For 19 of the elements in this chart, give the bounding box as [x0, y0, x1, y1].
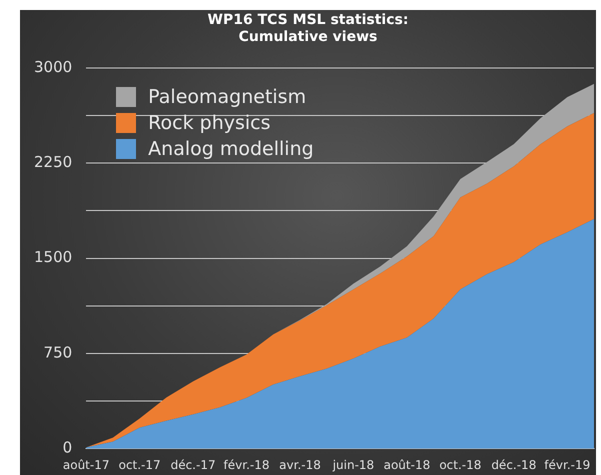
legend-label: Rock physics: [148, 111, 271, 136]
y-tick-label: 3000: [34, 58, 72, 76]
x-tick-label: févr.-19: [544, 458, 590, 472]
x-tick-label: août-17: [62, 458, 110, 472]
y-tick-label: 2250: [34, 153, 72, 172]
x-tick-label: avr.-18: [279, 458, 321, 472]
y-tick-label: 750: [44, 343, 72, 362]
legend-label: Paleomagnetism: [148, 85, 306, 110]
x-tick-label: oct.-17: [118, 458, 161, 472]
x-tick-label: déc.-18: [491, 458, 536, 472]
x-tick-label: août-18: [384, 458, 430, 472]
legend-label: Analog modelling: [148, 137, 314, 162]
x-tick-label: févr.-18: [224, 458, 270, 472]
x-tick-label: juin-18: [332, 458, 374, 472]
chart-title: WP16 TCS MSL statistics: Cumulative views: [206, 12, 410, 46]
x-tick-label: déc.-17: [170, 458, 216, 472]
y-tick-label: 0: [62, 438, 72, 456]
x-tick-label: oct.-18: [439, 458, 482, 472]
y-tick-label: 1500: [34, 248, 72, 266]
